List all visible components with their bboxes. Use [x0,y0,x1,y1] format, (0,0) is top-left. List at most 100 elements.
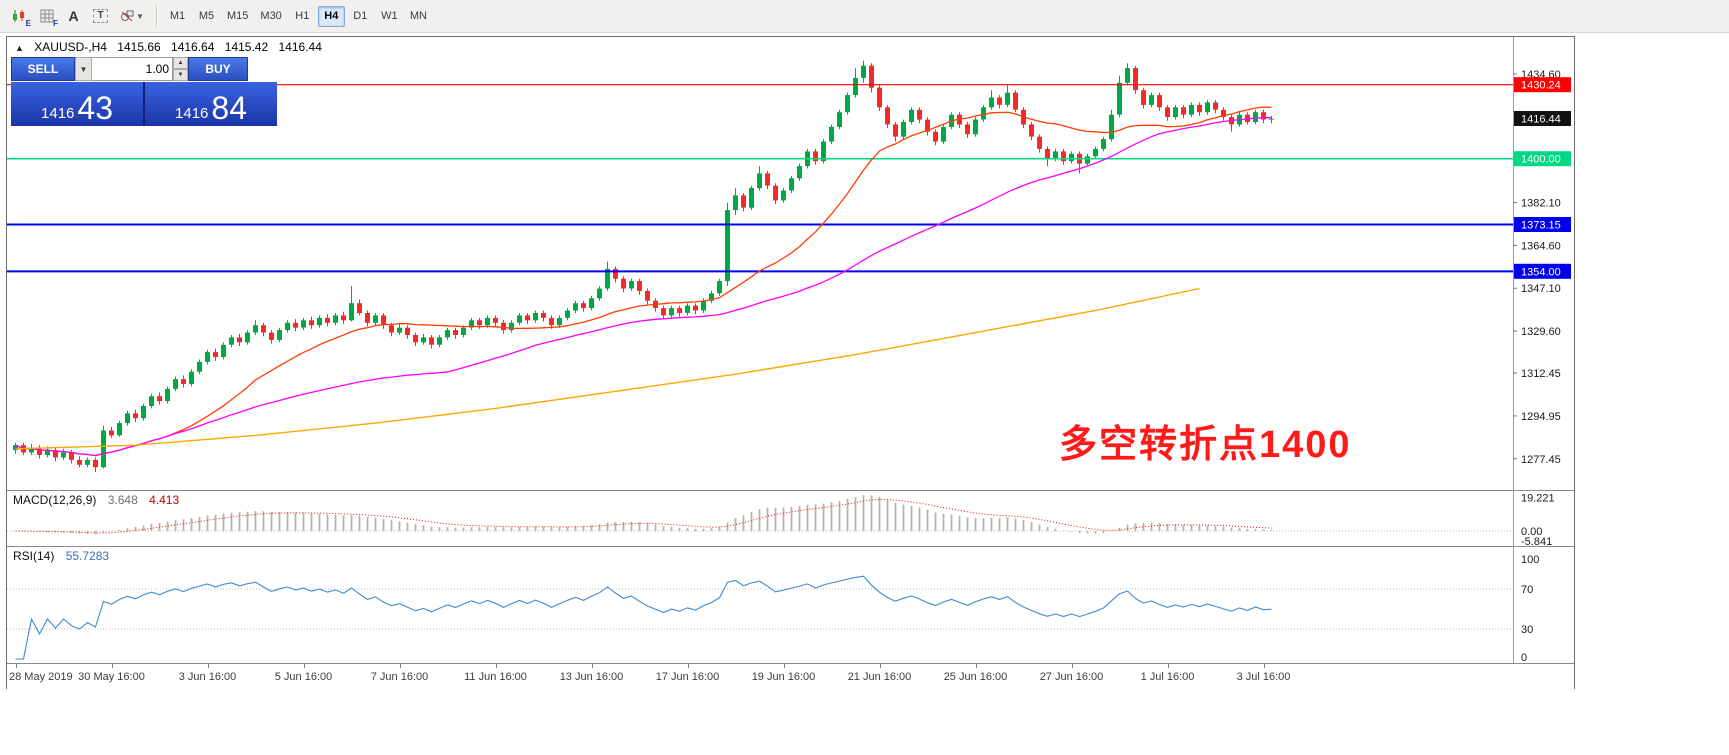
macd-canvas[interactable]: 19.221 0.00-5.841 [7,490,1574,546]
timeframe-m1[interactable]: M1 [164,6,191,27]
drawing-tools-dropdown[interactable]: ▼ [114,4,150,29]
timeframe-m30[interactable]: M30 [255,6,286,27]
buy-price-display[interactable]: 1416 84 [145,82,277,126]
price-axis-label: 1364.60 [1521,240,1561,252]
time-axis-label: 3 Jun 16:00 [178,671,237,683]
buy-button[interactable]: BUY [188,57,248,81]
price-axis-label: 1382.10 [1521,198,1561,210]
fast-ma [15,106,1272,457]
letter-a-icon: A [68,8,79,24]
tool-badge: E [25,18,31,28]
timeframe-m5[interactable]: M5 [193,6,220,27]
macd-header: MACD(12,26,9) 3.648 4.413 [13,493,187,507]
one-click-trading-panel: SELL ▼ ▲ ▼ BUY 1416 43 1416 84 [11,57,277,126]
rsi-header: RSI(14) 55.7283 [13,549,117,563]
chevron-down-icon: ▼ [79,64,88,74]
time-tick [207,664,209,668]
price-chart-canvas[interactable]: 1434.601382.101364.601347.101329.601312.… [7,37,1574,490]
volume-dropdown-button[interactable]: ▼ [75,57,92,81]
bid-pips: 43 [77,90,113,126]
rsi-title: RSI(14) [13,549,55,563]
timeframe-m15[interactable]: M15 [222,6,253,27]
macd-axis-label: -5.841 [1521,536,1552,546]
time-tick [1167,664,1169,668]
macd-main-value: 3.648 [107,493,138,507]
high-value: 1416.64 [171,40,215,54]
toolbar-separator [156,5,157,27]
timeframe-d1[interactable]: D1 [347,6,374,27]
time-axis-label: 19 Jun 16:00 [751,671,816,683]
symbol-period-label: XAUUSD-,H4 [34,40,107,54]
price-axis-label: 1277.45 [1521,454,1561,466]
time-tick [111,664,113,668]
time-axis-label: 17 Jun 16:00 [655,671,720,683]
price-axis-label: 1294.95 [1521,411,1561,423]
timeframe-h1[interactable]: H1 [289,6,316,27]
text-label-icon: T [93,9,108,23]
timeframe-h4[interactable]: H4 [317,5,345,27]
rsi-axis-label: 100 [1521,554,1539,566]
time-tick [687,664,689,668]
mid-ma [15,116,1272,457]
price-tag [1514,263,1571,279]
shapes-icon [121,10,134,22]
bid-integer: 1416 [41,105,75,122]
low-value: 1415.42 [224,40,269,54]
time-tick [399,664,401,668]
macd-title: MACD(12,26,9) [13,493,97,507]
timeframe-mn[interactable]: MN [405,6,432,27]
price-tag [1514,217,1571,232]
time-axis-label: 30 May 16:00 [78,671,145,683]
time-axis[interactable]: 28 May 2019 30 May 16:00 3 Jun 16:00 5 Jun … [7,663,1574,689]
rsi-axis-label: 70 [1521,584,1533,596]
time-axis-label: 7 Jun 16:00 [370,671,429,683]
time-tick [15,664,17,668]
time-axis-label: 27 Jun 16:00 [1039,671,1104,683]
sell-button[interactable]: SELL [11,57,75,81]
price-tag [1514,151,1571,167]
time-tick [783,664,785,668]
time-tick [591,664,593,668]
rsi-value: 55.7283 [65,549,110,563]
rsi-axis-label: 0 [1521,652,1527,663]
volume-decrease-button[interactable]: ▼ [173,69,188,81]
volume-stepper: ▲ ▼ [173,57,188,81]
time-tick [303,664,305,668]
time-axis-label: 5 Jun 16:00 [274,671,333,683]
macd-signal-value: 4.413 [149,493,180,507]
chart-window: 1434.60 1382.10 1364.60 1347.10 1329.60 1312.… [6,36,1575,689]
chevron-down-icon: ▼ [136,11,144,21]
one-click-toggle[interactable]: ▲ [15,43,24,53]
time-axis-label: 11 Jun 16:00 [464,671,527,683]
rsi-axis-label: 30 [1521,624,1533,636]
price-axis-label: 1329.60 [1521,326,1561,338]
grid-template-button[interactable]: F [33,4,60,29]
close-value: 1416.44 [278,40,322,54]
price-tag-label: 1400.00 [1521,154,1561,166]
sell-price-display[interactable]: 1416 43 [11,82,143,126]
grid-icon [40,9,53,23]
time-axis-label: 28 May 2019 [9,671,73,683]
macd-axis-label: 0.00 [1521,526,1542,538]
chart-annotation-text: 多空转折点1400 [1059,424,1352,466]
timeframe-w1[interactable]: W1 [376,6,403,27]
volume-increase-button[interactable]: ▲ [173,57,188,69]
rsi-canvas[interactable]: 100 70 30 0 [7,546,1574,663]
toolbar: E F A T ▼ M1 M5 M15 M30 H1 H4 D1 [0,0,1729,33]
tool-badge: F [53,18,58,28]
time-axis-label: 3 Jul 16:00 [1236,671,1291,683]
chart-ohlc-header: ▲ XAUUSD-,H4 1415.66 1416.64 1415.42 141… [15,40,329,54]
macd-axis-label: 19.221 [1521,492,1555,504]
time-axis-label: 1 Jul 16:00 [1140,671,1195,683]
text-label-button[interactable]: T [87,4,114,29]
price-axis-label: 1347.10 [1521,283,1561,295]
time-axis-label: 13 Jun 16:00 [559,671,624,683]
volume-input[interactable] [92,57,173,81]
cursor-tool-button[interactable]: A [60,4,87,29]
price-tag [1514,77,1571,93]
indicator-template-button[interactable]: E [6,4,33,29]
open-value: 1415.66 [117,40,161,54]
price-axis-label: 1312.45 [1521,368,1561,380]
time-tick [1263,664,1265,668]
